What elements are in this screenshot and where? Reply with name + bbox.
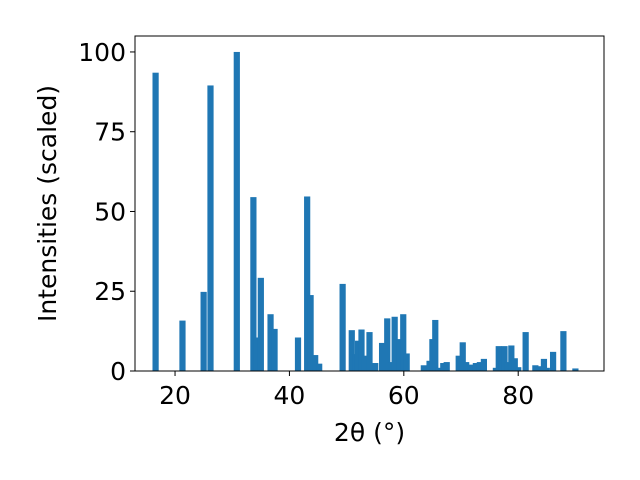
bar (391, 316, 398, 371)
bar (304, 196, 311, 371)
bar (358, 329, 365, 371)
x-tick-label: 80 (502, 381, 534, 410)
x-tick-label: 60 (388, 381, 420, 410)
bar (294, 337, 302, 371)
bar (366, 332, 373, 371)
bar (372, 363, 379, 371)
y-axis-label: Intensities (scaled) (33, 85, 62, 322)
bar (540, 358, 548, 371)
x-axis-label: 2θ (°) (334, 418, 405, 447)
bar (443, 362, 450, 371)
bar (348, 330, 355, 371)
bar (316, 363, 323, 371)
bar (472, 363, 479, 371)
bar (432, 319, 439, 371)
bar (420, 365, 427, 371)
bar (476, 362, 483, 371)
y-tick-label: 50 (94, 197, 126, 226)
bar (504, 362, 511, 371)
bar (467, 364, 474, 371)
bar (572, 368, 579, 371)
bar (536, 366, 544, 371)
bar (508, 345, 515, 371)
bar (532, 365, 539, 371)
bar (440, 363, 447, 371)
y-axis-ticks: 0 25 50 75 100 (78, 38, 135, 386)
bar (501, 346, 508, 371)
bar (400, 314, 407, 371)
bar (200, 291, 207, 371)
bar (339, 283, 346, 371)
bar (378, 342, 386, 371)
y-tick-label: 75 (94, 118, 126, 147)
bar (403, 353, 410, 371)
bar (511, 358, 518, 371)
bar (257, 277, 264, 371)
bar (463, 362, 470, 371)
bar (271, 328, 278, 371)
bar (361, 355, 369, 371)
bar (560, 331, 567, 371)
x-tick-label: 40 (274, 381, 306, 410)
bar (396, 339, 403, 371)
y-tick-label: 25 (94, 277, 126, 306)
bar (543, 367, 550, 371)
bar (495, 346, 502, 371)
bars-group (152, 51, 579, 371)
bar (152, 72, 159, 371)
bar (515, 367, 522, 371)
x-axis-ticks: 20 40 60 80 (159, 371, 534, 410)
bar (549, 351, 557, 371)
bar (435, 367, 442, 371)
bar (384, 318, 391, 371)
y-tick-label: 100 (78, 38, 126, 67)
bar (207, 85, 214, 371)
bar (480, 358, 487, 371)
bar (354, 340, 362, 371)
bar (522, 332, 529, 371)
bar (267, 314, 274, 371)
bar (312, 355, 319, 371)
plot-frame (134, 35, 605, 372)
bar (459, 342, 466, 371)
x-tick-label: 20 (159, 381, 191, 410)
bar (455, 355, 462, 371)
bar (388, 362, 395, 371)
bar (233, 51, 240, 371)
y-tick-label: 0 (110, 357, 126, 386)
bar (179, 320, 186, 371)
bar (253, 337, 260, 371)
bar (250, 197, 257, 371)
bar (307, 295, 314, 371)
